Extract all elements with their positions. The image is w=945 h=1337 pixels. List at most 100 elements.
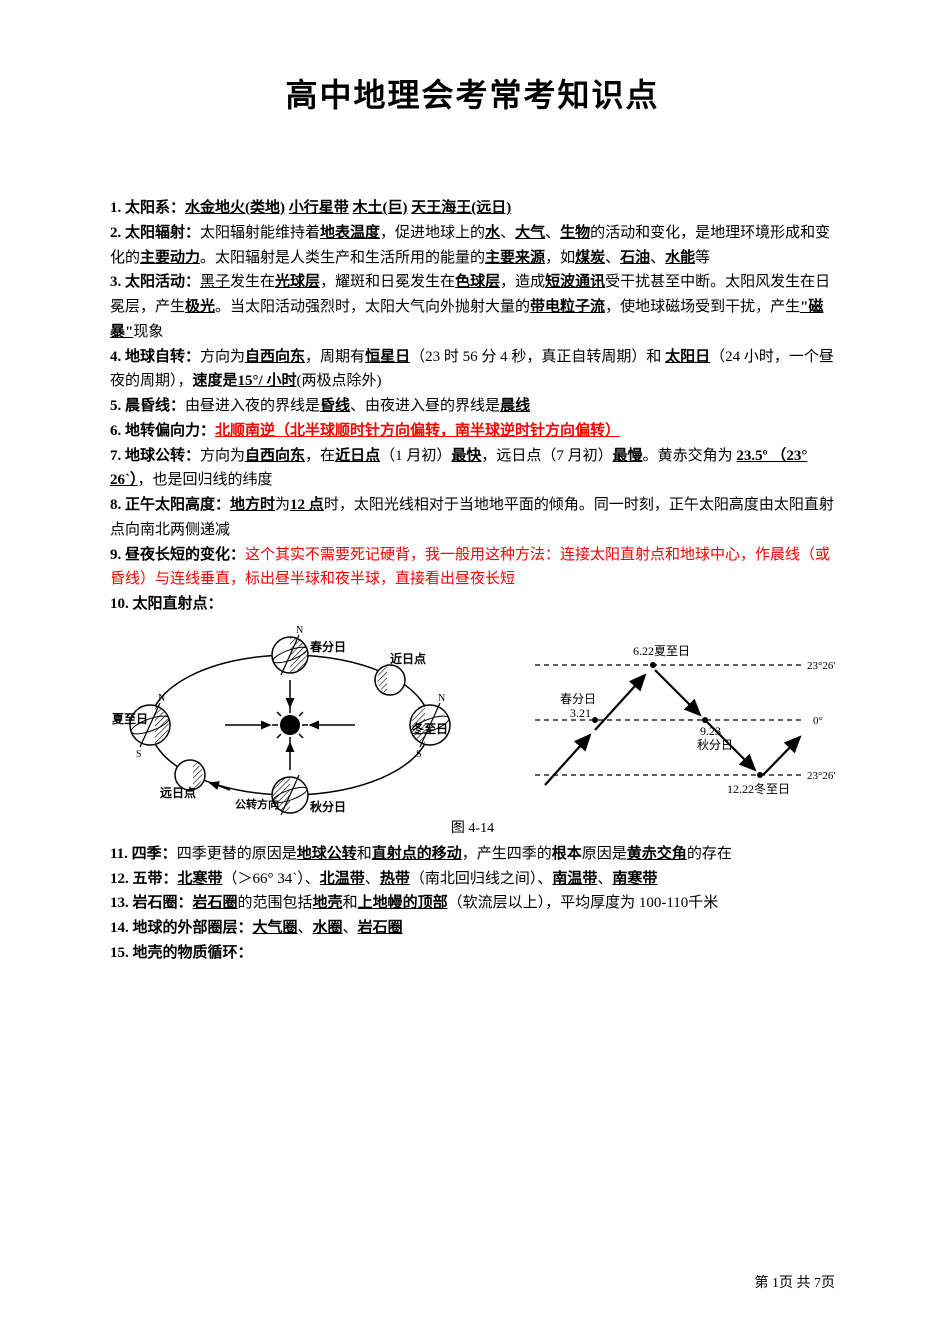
- i2e: 、: [500, 225, 515, 241]
- page-title: 高中地理会考常考知识点: [110, 70, 835, 116]
- item-3: 3. 太阳活动：黑子发生在光球层，耀斑和日冕发生在色球层，造成短波通讯受干扰甚至…: [110, 270, 835, 344]
- item-1-num: 1. 太阳系：: [110, 200, 185, 216]
- i8a: 地方时: [230, 497, 275, 513]
- item-5: 5. 晨昏线：由昼进入夜的界线是昏线、由夜进入昼的界线是晨线: [110, 394, 835, 419]
- i3l: ，使地球磁场受到干扰，产生: [605, 299, 800, 315]
- label-spring: 春分日: [309, 639, 346, 654]
- label-S2: S: [416, 749, 422, 760]
- decl-autumn2: 秋分日: [697, 738, 733, 752]
- item-9: 9. 昼夜长短的变化：这个其实不需要死记硬背，我一般用这种方法：连接太阳直射点和…: [110, 543, 835, 593]
- i12f: （南北回归线之间）、: [410, 871, 553, 887]
- i2a: 太阳辐射能维持着: [200, 225, 320, 241]
- orbit-diagram: N S N S N: [110, 625, 470, 815]
- i7c: ，在: [305, 448, 335, 464]
- i5a: 由昼进入夜的界线是: [185, 398, 320, 414]
- i5c: 、由夜进入昼的界线是: [350, 398, 500, 414]
- item-1-t1: 水金地火(类地): [185, 200, 285, 216]
- item-1-t3: 木土(巨): [353, 200, 408, 216]
- i3g: 短波通讯: [545, 274, 605, 290]
- i11a: 四季更替的原因是: [177, 846, 297, 862]
- i4i: 15°/ 小时: [238, 373, 297, 389]
- item-4: 4. 地球自转：方向为自西向东，周期有恒星日（23 时 56 分 4 秒，真正自…: [110, 345, 835, 395]
- i13e: 上地幔的顶部: [358, 895, 448, 911]
- label-S: S: [136, 749, 142, 760]
- item-7-num: 7. 地球公转：: [110, 448, 200, 464]
- i2s: 等: [695, 250, 710, 266]
- decl-latn: 23°26′: [807, 660, 835, 672]
- i2f: 大气: [515, 225, 545, 241]
- diagram-row: N S N S N: [110, 625, 835, 815]
- globe-near: [375, 665, 405, 695]
- i3b: 发生在: [230, 274, 275, 290]
- i3d: ，耀斑和日冕发生在: [320, 274, 455, 290]
- i3n: 现象: [133, 324, 163, 340]
- i11e: ，产生四季的: [462, 846, 552, 862]
- item-1-t4: 天王海王(远日): [411, 200, 511, 216]
- i13f: （软流层以上），平均厚度为 100-110千米: [448, 895, 719, 911]
- i13a: 岩石圈: [193, 895, 238, 911]
- i3f: ，造成: [500, 274, 545, 290]
- item-13: 13. 岩石圈：岩石圈的范围包括地壳和上地幔的顶部（软流层以上），平均厚度为 1…: [110, 891, 835, 916]
- i7g: ，远日点（7 月初）: [481, 448, 612, 464]
- item-2: 2. 太阳辐射：太阳辐射能维持着地表温度，促进地球上的水、大气、生物的活动和变化…: [110, 221, 835, 271]
- item-1: 1. 太阳系：水金地火(类地) 小行星带 木土(巨) 天王海王(远日): [110, 196, 835, 221]
- page: 高中地理会考常考知识点 1. 太阳系：水金地火(类地) 小行星带 木土(巨) 天…: [0, 0, 945, 1337]
- i8c: 12 点: [290, 497, 324, 513]
- i2h: 生物: [560, 225, 590, 241]
- item-10: 10. 太阳直射点：: [110, 592, 835, 617]
- item-1-t2: 小行星带: [289, 200, 349, 216]
- item-7: 7. 地球公转：方向为自西向东，在近日点（1 月初）最快，远日点（7 月初）最慢…: [110, 444, 835, 494]
- item-6: 6. 地转偏向力：北顺南逆（北半球顺时针方向偏转，南半球逆时针方向偏转）: [110, 419, 835, 444]
- i3k: 带电粒子流: [530, 299, 605, 315]
- label-winter: 冬至日: [412, 721, 448, 736]
- label-summer: 夏至日: [112, 712, 148, 726]
- i7k: ，也是回归线的纬度: [138, 472, 273, 488]
- i13b: 的范围包括: [238, 895, 313, 911]
- i3c: 光球层: [275, 274, 320, 290]
- i7b: 自西向东: [245, 448, 305, 464]
- i11i: 的存在: [687, 846, 732, 862]
- i2c: ，促进地球上的: [380, 225, 485, 241]
- label-dir: 公转方向: [235, 797, 279, 811]
- i2p: 石油: [620, 250, 650, 266]
- item-15: 15. 地壳的物质循环：: [110, 941, 835, 966]
- page-footer: 第 1页 共 7页: [755, 1272, 836, 1292]
- i2m: ，如: [545, 250, 575, 266]
- decl-spring: 春分日: [560, 692, 596, 706]
- i6a: 北顺南逆（北半球顺时针方向偏转，南半球逆时针方向偏转）: [215, 423, 620, 439]
- i14a: 大气圈: [253, 920, 298, 936]
- i2n: 煤炭: [575, 250, 605, 266]
- label-far: 远日点: [160, 785, 196, 800]
- label-N: N: [158, 693, 165, 704]
- i2k: 。太阳辐射是人类生产和生活所用的能量的: [200, 250, 485, 266]
- i4c: ，周期有: [305, 349, 365, 365]
- decl-lats: 23°26′: [807, 770, 835, 782]
- i13c: 地壳: [313, 895, 343, 911]
- item-6-num: 6. 地转偏向力：: [110, 423, 215, 439]
- decl-summer: 6.22夏至日: [633, 644, 690, 658]
- i7e: （1 月初）: [380, 448, 451, 464]
- item-9-num: 9. 昼夜长短的变化：: [110, 547, 245, 563]
- i7h: 最慢: [613, 448, 643, 464]
- i12g: 南温带: [552, 871, 597, 887]
- decl-winter: 12.22冬至日: [727, 781, 790, 796]
- i4a: 方向为: [200, 349, 245, 365]
- globe-spring: N: [271, 625, 308, 675]
- i2q: 、: [650, 250, 665, 266]
- i11h: 黄赤交角: [627, 846, 687, 862]
- i13d: 和: [343, 895, 358, 911]
- item-2-num: 2. 太阳辐射：: [110, 225, 200, 241]
- i11g: 原因是: [582, 846, 627, 862]
- i5d: 晨线: [500, 398, 530, 414]
- label-near: 近日点: [390, 651, 426, 666]
- i7d: 近日点: [335, 448, 380, 464]
- decl-autumn: 9.23: [700, 724, 721, 738]
- i12e: 热带: [380, 871, 410, 887]
- item-12-num: 12. 五带：: [110, 871, 178, 887]
- item-5-num: 5. 晨昏线：: [110, 398, 185, 414]
- i2d: 水: [485, 225, 500, 241]
- decl-spring-date: 3.21: [570, 706, 591, 720]
- globe-summer: N S: [129, 693, 171, 760]
- item-8: 8. 正午太阳高度：地方时为12 点时，太阳光线相对于当地地平面的倾角。同一时刻…: [110, 493, 835, 543]
- label-N2: N: [438, 693, 445, 704]
